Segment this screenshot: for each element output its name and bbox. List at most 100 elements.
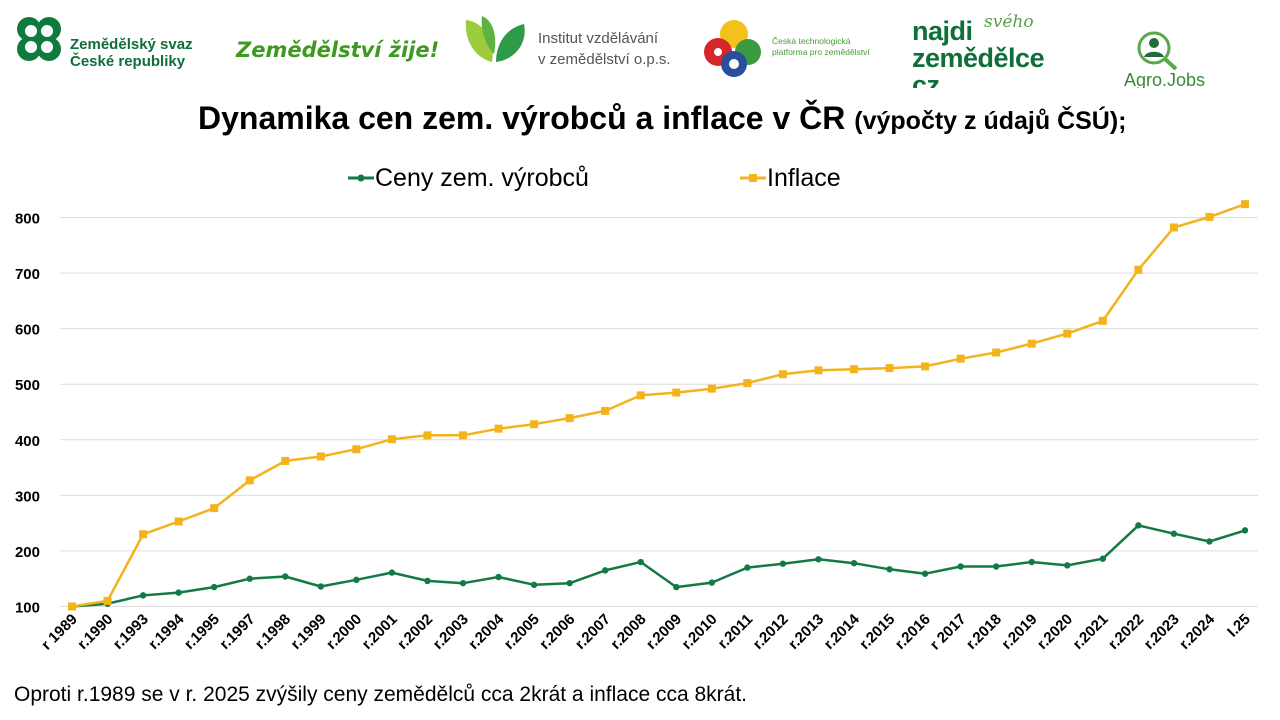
y-tick-label: 200 — [15, 544, 40, 561]
data-point-inflace — [636, 391, 645, 400]
x-tick-label: r.1995 — [181, 611, 223, 653]
data-point-inflace — [352, 445, 361, 454]
data-point-ceny — [673, 583, 680, 591]
data-point-inflace — [672, 388, 681, 397]
data-point-ceny — [139, 592, 147, 599]
data-point-ceny — [424, 577, 431, 585]
data-point-ceny — [317, 583, 325, 590]
x-tick-label: r.2009 — [643, 611, 685, 653]
zemedelsky-svaz-logo[interactable]: Zemědělský svaz České republiky — [12, 12, 193, 71]
data-point-ceny — [1135, 522, 1142, 529]
data-point-ceny — [530, 581, 538, 589]
data-point-ceny — [1028, 558, 1035, 566]
data-point-ceny — [744, 564, 751, 571]
data-point-ceny — [1064, 562, 1071, 569]
data-point-ceny — [601, 567, 609, 574]
data-point-ceny — [353, 576, 360, 584]
x-tick-label: r.2008 — [607, 611, 649, 653]
data-point-inflace — [530, 420, 539, 429]
data-point-inflace — [387, 435, 396, 444]
zs-line-2: České republiky — [70, 53, 186, 70]
x-tick-label: r.2023 — [1141, 611, 1183, 653]
agro-jobs-logo[interactable]: Agro.Jobs — [1120, 30, 1205, 88]
zemedelstvi-zije-logo[interactable]: Zemědělství žije! — [236, 38, 440, 62]
data-point-inflace — [1063, 329, 1072, 338]
x-tick-label: r.1994 — [145, 610, 188, 653]
data-point-inflace — [707, 384, 716, 393]
x-tick-label: r 2017 — [927, 611, 970, 654]
series-line-1 — [71, 203, 1246, 608]
magnifier-person-icon — [1137, 31, 1178, 71]
institut-vzdelavani-logo[interactable]: Institut vzdělávání v zemědělství o.p.s. — [462, 14, 671, 71]
ctp-line-1: Česká technologická — [772, 36, 851, 46]
x-tick-label: r.2006 — [536, 611, 578, 653]
data-point-ceny — [992, 563, 1000, 570]
x-tick-label: r.2005 — [501, 611, 543, 653]
series-markers — [68, 200, 1249, 611]
data-point-inflace — [210, 504, 219, 513]
y-tick-label: 600 — [15, 322, 40, 339]
x-tick-label: r.2003 — [430, 611, 472, 653]
data-point-inflace — [281, 456, 290, 465]
data-point-ceny — [1206, 538, 1213, 545]
x-axis-labels: r 1989r.1990r.1993r.1994r.1995r.1997r.19… — [38, 610, 1254, 653]
x-tick-label: r.2015 — [856, 611, 898, 653]
legend-marker-ceny — [348, 174, 374, 182]
x-tick-label: r.2022 — [1105, 611, 1147, 653]
data-point-ceny — [459, 579, 467, 587]
data-point-inflace — [1098, 316, 1107, 325]
x-tick-label: r.2011 — [715, 611, 757, 653]
x-tick-label: r.2014 — [821, 610, 864, 653]
data-point-ceny — [886, 566, 893, 573]
data-point-ceny — [779, 560, 787, 567]
y-tick-label: 400 — [15, 433, 40, 450]
chart-title: Dynamika cen zem. výrobců a inflace v ČR… — [198, 100, 1127, 137]
y-tick-label: 300 — [15, 488, 40, 505]
x-tick-label: r.2013 — [785, 611, 827, 653]
ivz-line-1: Institut vzdělávání — [538, 30, 659, 47]
data-point-ceny — [495, 573, 502, 581]
gridlines — [60, 217, 1258, 607]
ctp-line-2: platforma pro zemědělství — [772, 47, 870, 57]
data-point-inflace — [174, 517, 183, 526]
data-point-ceny — [246, 575, 253, 582]
data-point-inflace — [1027, 339, 1036, 348]
zs-line-1: Zemědělský svaz — [70, 36, 193, 53]
najdi-script: svého — [984, 12, 1034, 32]
x-tick-label: I.25 — [1224, 611, 1254, 641]
data-point-ceny — [815, 556, 822, 563]
agro-jobs-text: Agro.Jobs — [1124, 70, 1206, 88]
data-point-inflace — [565, 414, 574, 423]
data-point-ceny — [957, 563, 964, 570]
data-point-inflace — [850, 365, 858, 374]
data-point-ceny — [921, 570, 929, 577]
logo-bar: Zemědělský svaz České republiky Zeměděls… — [0, 0, 1280, 88]
series-line-0 — [71, 524, 1246, 608]
legend-label-ceny: Ceny zem. výrobců — [375, 164, 589, 192]
data-point-ceny — [1170, 530, 1178, 537]
chart-legend: Ceny zem. výrobců Inflace — [0, 160, 1280, 196]
data-point-ceny — [637, 558, 644, 566]
x-tick-label: r.1990 — [74, 611, 116, 653]
x-tick-label: r.2021 — [1070, 611, 1112, 653]
y-axis-labels: 100 200 300 400 500 600 700 800 — [15, 211, 40, 617]
data-point-ceny — [1241, 527, 1249, 534]
ceska-technologicka-platforma-logo[interactable]: Česká technologická platforma pro zemědě… — [702, 18, 870, 83]
x-tick-label: r.1999 — [288, 611, 330, 653]
x-tick-label: r 1989 — [38, 611, 81, 654]
leaves-icon — [465, 16, 525, 62]
x-tick-label: r.1997 — [216, 611, 258, 653]
data-point-inflace — [68, 602, 76, 611]
y-tick-label: 100 — [15, 600, 40, 617]
x-tick-label: r.2019 — [998, 611, 1040, 653]
x-tick-label: r.1993 — [110, 611, 152, 653]
chart-title-sub: (výpočty z údajů ČSÚ); — [854, 107, 1127, 135]
x-tick-label: r.2004 — [465, 610, 508, 653]
x-tick-label: r.2018 — [963, 611, 1005, 653]
data-point-inflace — [743, 379, 752, 388]
data-point-inflace — [103, 596, 112, 605]
data-point-inflace — [956, 354, 965, 363]
clover-icon — [17, 17, 61, 61]
x-tick-label: r.1998 — [252, 611, 294, 653]
data-point-inflace — [494, 424, 503, 433]
